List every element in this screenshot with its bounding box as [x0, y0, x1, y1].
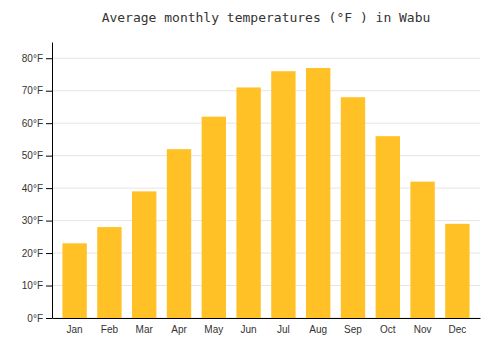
tick: 30°F [22, 215, 52, 226]
tick-label: Jul [277, 324, 290, 335]
tick-mark [46, 253, 52, 254]
bar [271, 71, 295, 318]
bar [236, 87, 260, 318]
tick: Dec [448, 324, 466, 335]
tick-label: 50°F [22, 150, 43, 161]
bar [132, 191, 156, 318]
tick-label: Jan [67, 324, 83, 335]
tick-label: Jun [241, 324, 257, 335]
tick-label: Dec [448, 324, 466, 335]
tick-label: May [204, 324, 223, 335]
tick-mark [46, 123, 52, 124]
bar [341, 97, 365, 318]
bar [410, 182, 434, 318]
tick-mark [46, 221, 52, 222]
tick: Mar [136, 324, 154, 335]
tick: Aug [309, 324, 327, 335]
plot-area [62, 68, 469, 318]
tick: Jun [241, 324, 257, 335]
x-axis: Jan Feb Mar Apr May Jun Jul Aug Sep Oct Nov Dec [53, 319, 481, 336]
tick-label: 40°F [22, 183, 43, 194]
chart-svg: 0°F 10°F 20°F 30°F 40°F 50°F 60°F 70°F 80°F Jan Fe… [0, 0, 500, 350]
tick: May [204, 324, 223, 335]
tick: 60°F [22, 118, 52, 129]
tick-label: 60°F [22, 118, 43, 129]
tick: 20°F [22, 248, 52, 259]
tick-label: Feb [101, 324, 119, 335]
tick-mark [46, 156, 52, 157]
tick: 10°F [22, 280, 52, 291]
axis-line [52, 43, 53, 319]
tick: 0°F [27, 313, 52, 324]
tick: Apr [171, 324, 187, 335]
chart-container: 0°F 10°F 20°F 30°F 40°F 50°F 60°F 70°F 80°F Jan Fe… [0, 0, 500, 350]
tick-label: 30°F [22, 215, 43, 226]
bar [445, 224, 469, 318]
y-axis: 0°F 10°F 20°F 30°F 40°F 50°F 60°F 70°F 80°F [22, 43, 53, 324]
bar [97, 227, 121, 318]
tick-mark [46, 58, 52, 59]
title: Average monthly temperatures (°F ) in Wa… [102, 10, 431, 25]
tick: Sep [344, 324, 362, 335]
tick-label: 0°F [27, 313, 43, 324]
tick: Feb [101, 324, 119, 335]
tick: 80°F [22, 53, 52, 64]
grid [52, 58, 480, 318]
tick: 40°F [22, 183, 52, 194]
bar [202, 117, 226, 318]
bar [306, 68, 330, 318]
tick-label: Sep [344, 324, 362, 335]
bar [167, 149, 191, 318]
tick: 70°F [22, 85, 52, 96]
tick-label: Aug [309, 324, 327, 335]
bar [376, 136, 400, 318]
tick-label: 70°F [22, 85, 43, 96]
tick-label: Mar [136, 324, 154, 335]
axis-line [53, 318, 481, 319]
tick-mark [46, 286, 52, 287]
grid-line [52, 90, 480, 91]
grid-line [52, 58, 480, 59]
tick-mark [46, 188, 52, 189]
grid-line [52, 155, 480, 156]
tick: Jan [67, 324, 83, 335]
bar [62, 243, 86, 318]
tick-label: 80°F [22, 53, 43, 64]
tick-mark [46, 91, 52, 92]
tick: Oct [380, 324, 396, 335]
tick-label: 10°F [22, 280, 43, 291]
grid-line [52, 123, 480, 124]
tick-mark [46, 318, 52, 319]
tick-label: Oct [380, 324, 396, 335]
tick: Nov [414, 324, 432, 335]
tick-label: Apr [171, 324, 187, 335]
tick: Jul [277, 324, 290, 335]
tick-label: 20°F [22, 248, 43, 259]
tick-label: Nov [414, 324, 432, 335]
tick: 50°F [22, 150, 52, 161]
